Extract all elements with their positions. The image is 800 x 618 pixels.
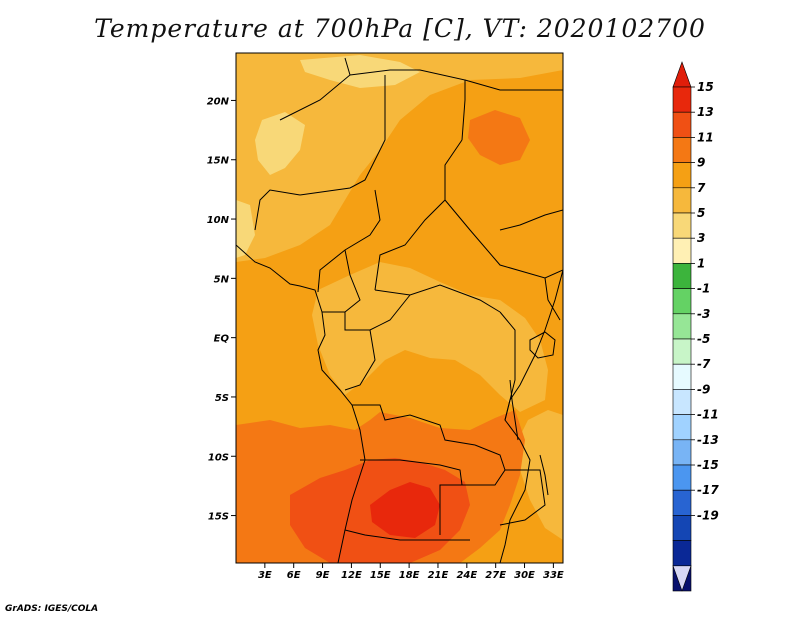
field-band-11-13-ne xyxy=(468,110,530,165)
colorbar-swatch xyxy=(672,464,692,491)
border-moz xyxy=(499,469,546,526)
colorbar-swatch xyxy=(672,439,692,466)
border-sahara-2 xyxy=(349,69,466,141)
coastline-west xyxy=(236,244,366,563)
grads-credit: GrADS: IGES/COLA xyxy=(5,604,99,614)
colorbar-swatch xyxy=(672,313,692,340)
border-ethiopia xyxy=(544,277,561,321)
colorbar-label: -17 xyxy=(697,483,719,497)
border-cameroon xyxy=(322,249,361,313)
border-angola-south xyxy=(360,459,463,535)
lon-tick-label: 9E xyxy=(316,570,330,581)
lon-tick-label: 24E xyxy=(456,570,477,581)
colorbar-swatch xyxy=(672,363,692,390)
colorbar-label: -19 xyxy=(697,508,719,522)
border-nile-east xyxy=(499,209,563,231)
field-band-5-7-ne xyxy=(300,55,420,88)
map-title: Temperature at 700hPa [C], VT: 202010270… xyxy=(94,14,706,43)
colorbar-swatch xyxy=(672,540,692,567)
lat-tick-label: 15S xyxy=(208,512,229,523)
colorbar-swatch xyxy=(672,86,692,113)
colorbar-label: -3 xyxy=(697,307,710,321)
colorbar-swatch xyxy=(672,137,692,163)
border-sahara-4 xyxy=(464,79,563,91)
colorbar-label: 7 xyxy=(697,181,706,195)
lake-tanganyika xyxy=(509,379,519,441)
lon-tick-label: 33E xyxy=(543,570,564,581)
border-namibia xyxy=(344,529,470,541)
lake-victoria xyxy=(529,331,556,359)
border-sudan xyxy=(444,199,563,279)
colorbar-label: -7 xyxy=(697,357,711,371)
colorbar-label: 5 xyxy=(697,206,705,220)
colorbar-swatch xyxy=(672,338,692,365)
lat-tick-label: 10N xyxy=(207,215,230,226)
border-drc-west xyxy=(344,329,376,391)
colorbar-swatch xyxy=(672,263,692,289)
colorbar-label: -11 xyxy=(697,408,719,422)
lon-tick-label: 15E xyxy=(370,570,391,581)
colorbar-swatch xyxy=(672,111,692,138)
map-frame xyxy=(235,52,564,564)
colorbar-swatch xyxy=(672,389,692,415)
colorbar-swatch xyxy=(672,212,692,239)
border-sahel-1 xyxy=(254,189,301,231)
lat-tick-label: 5S xyxy=(215,393,229,404)
border-sahel-2 xyxy=(317,189,381,293)
lon-tick-label: 30E xyxy=(514,570,535,581)
colorbar-label: -9 xyxy=(697,382,710,396)
lon-tick-label: 6E xyxy=(287,570,301,581)
colorbar-swatch xyxy=(672,237,692,264)
colorbar-top-arrow xyxy=(672,61,692,88)
lon-tick-label: 21E xyxy=(428,570,449,581)
colorbar-bottom-arrow xyxy=(672,565,692,592)
border-chad xyxy=(374,139,463,291)
colorbar: 15 13 11 9 7 5 3 1 -1 -3 -5 -7 -9 -11 -13 -15 -17 -19 xyxy=(672,61,719,592)
colorbar-label: 9 xyxy=(697,156,705,170)
country-borders xyxy=(236,57,563,563)
colorbar-label: -1 xyxy=(697,282,710,296)
lake-malawi xyxy=(539,454,549,496)
field-band-5-7-coast xyxy=(236,200,255,258)
lon-tick-label: 12E xyxy=(341,570,362,581)
border-sahara-3 xyxy=(299,75,386,196)
lon-axis: 3E 6E 9E 12E 15E 18E 21E 24E 27E 30E 33E xyxy=(258,563,564,581)
colorbar-swatch xyxy=(672,489,692,516)
lat-tick-label: 15N xyxy=(207,156,230,167)
colorbar-label: -15 xyxy=(697,458,719,472)
colorbar-swatch xyxy=(672,187,692,214)
field-band-7-9-north xyxy=(236,53,563,262)
colorbar-label: 13 xyxy=(697,105,714,119)
colorbar-swatch xyxy=(672,414,692,441)
lon-tick-label: 3E xyxy=(258,570,272,581)
border-sahara-1 xyxy=(279,57,351,121)
border-car xyxy=(374,284,501,313)
colorbar-label: 3 xyxy=(697,231,705,245)
lat-tick-label: 20N xyxy=(207,96,230,107)
lat-tick-label: 5N xyxy=(214,274,230,285)
border-angola xyxy=(352,404,476,446)
colorbar-label: 11 xyxy=(697,130,714,144)
colorbar-label: -13 xyxy=(697,433,719,447)
field-band-7-9-central xyxy=(312,262,548,412)
colorbar-label: -5 xyxy=(697,332,710,346)
field-band-15-plus xyxy=(370,482,440,538)
lat-axis: 20N 15N 10N 5N EQ 5S 10S 15S xyxy=(207,96,236,523)
colorbar-swatch xyxy=(672,515,692,541)
lat-tick-label: EQ xyxy=(214,334,230,345)
colorbar-swatch xyxy=(672,162,692,189)
lat-tick-label: 10S xyxy=(208,452,229,463)
colorbar-swatch xyxy=(672,288,692,315)
lon-tick-label: 27E xyxy=(485,570,506,581)
field-band-5-7 xyxy=(255,112,305,175)
border-drc-east xyxy=(499,311,516,421)
colorbar-label: 15 xyxy=(697,80,714,94)
lon-tick-label: 18E xyxy=(399,570,420,581)
colorbar-label: 1 xyxy=(697,256,705,270)
